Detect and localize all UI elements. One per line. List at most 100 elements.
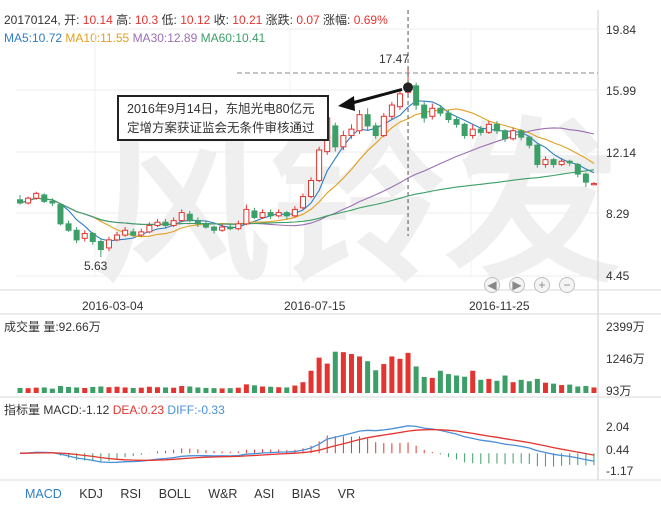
tab-rsi[interactable]: RSI [120, 487, 142, 501]
volume-bar [591, 387, 597, 393]
candlestick [364, 108, 371, 131]
volume-bar [542, 382, 548, 393]
candle-body [251, 210, 258, 218]
candlestick [251, 207, 258, 220]
candle-body [138, 231, 145, 236]
volume-bar [340, 352, 346, 393]
candlestick [421, 101, 428, 123]
candlestick [267, 209, 274, 220]
candlestick [227, 223, 234, 231]
candlestick [65, 220, 72, 232]
candlestick [130, 228, 137, 237]
volume-bar [518, 379, 524, 393]
volume-bar [251, 385, 257, 393]
volume-bar [381, 364, 387, 393]
volume-bar [163, 387, 169, 393]
candle-body [550, 159, 557, 165]
candle-body [259, 212, 266, 218]
volume-bar [373, 370, 379, 393]
tab-asi[interactable]: ASI [254, 487, 275, 501]
low-value: 10.12 [180, 13, 211, 27]
price-axis-label: 19.84 [606, 23, 637, 37]
volume-bar [445, 374, 451, 393]
candle-body [17, 199, 24, 204]
volume-bar [17, 387, 23, 393]
volume-bar [203, 387, 209, 393]
tab-wr[interactable]: W&R [208, 487, 238, 501]
candlestick [550, 158, 557, 168]
candlestick [308, 177, 315, 199]
candle-body [299, 196, 306, 209]
price-axis-label: 15.99 [606, 84, 637, 98]
volume-bar [268, 386, 274, 393]
tab-bias[interactable]: BIAS [291, 487, 321, 501]
volume-axis-label: 93万 [606, 384, 632, 398]
tab-macd[interactable]: MACD [25, 487, 62, 501]
candle-body [364, 114, 371, 127]
scroll-right-button[interactable]: ▶ [509, 277, 525, 293]
open-value: 10.14 [82, 13, 113, 27]
candle-body [493, 123, 500, 132]
volume-bar [114, 386, 120, 393]
candlestick [429, 103, 436, 120]
volume-bar [421, 376, 427, 393]
low-price-label: 5.63 [84, 259, 108, 273]
pct-value: 0.69% [353, 13, 388, 27]
high-price-label: 17.47 [379, 52, 410, 66]
scroll-left-button[interactable]: ◀ [484, 277, 500, 293]
volume-bar [98, 386, 104, 393]
candle-body [574, 163, 581, 175]
candlestick [194, 217, 201, 228]
candle-body [81, 232, 88, 239]
volume-bar [526, 381, 532, 393]
candlestick [485, 121, 492, 134]
candlestick [283, 211, 290, 220]
tab-vr[interactable]: VR [337, 487, 356, 501]
candle-body [421, 104, 428, 119]
candlestick [186, 211, 193, 223]
candlestick [340, 130, 347, 151]
candle-body [526, 136, 533, 146]
candlestick [502, 129, 509, 142]
candlestick [356, 109, 363, 134]
volume-bar [365, 361, 371, 393]
volume-bar [179, 386, 185, 393]
candlestick [170, 217, 177, 228]
volume-bar [276, 387, 282, 393]
zoom-out-button[interactable]: − [559, 277, 575, 293]
candle-body [396, 93, 403, 108]
candle-body [130, 231, 137, 236]
candle-body [437, 107, 444, 114]
candlestick [477, 125, 484, 136]
candlestick [202, 220, 209, 229]
chart-grid [0, 10, 661, 481]
volume-bar [567, 384, 573, 393]
ma30-label: MA30:12.89 [132, 31, 198, 45]
macd-axis-label: 0.44 [606, 443, 630, 457]
volume-bar [187, 386, 193, 393]
candlestick [348, 124, 355, 139]
candlestick [49, 198, 56, 207]
volume-bar [316, 357, 322, 393]
candle-body [235, 223, 242, 230]
high-label: 高: [116, 13, 132, 27]
candle-body [114, 234, 121, 241]
date-axis-label: 2016-03-04 [82, 299, 144, 313]
candlestick [582, 172, 589, 187]
volume-bar [486, 378, 492, 393]
candle-body [122, 229, 129, 236]
volume-bar [66, 386, 72, 393]
zoom-in-button[interactable]: + [534, 277, 550, 293]
candlestick [558, 158, 565, 167]
candlestick [534, 143, 541, 168]
tab-kdj[interactable]: KDJ [79, 487, 103, 501]
volume-bar [405, 352, 411, 393]
candlestick [461, 122, 468, 139]
volume-bar [437, 370, 443, 393]
candle-body [510, 130, 517, 140]
diff-value: DIFF:-0.33 [167, 403, 225, 417]
tab-boll[interactable]: BOLL [158, 487, 191, 501]
candlestick [437, 105, 444, 117]
candle-body [291, 208, 298, 217]
